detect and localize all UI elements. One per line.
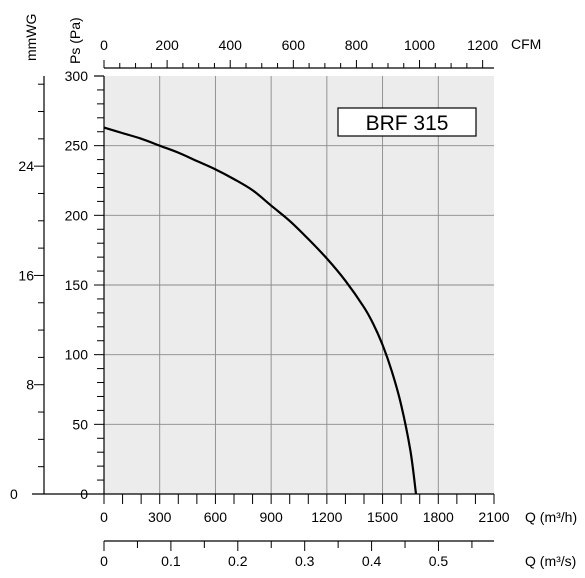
x-bottom-tick-label: 1200 <box>311 509 342 525</box>
x-bottom-tick-label: 1500 <box>367 509 398 525</box>
y-tick-label: 200 <box>65 207 89 223</box>
axis-ticks <box>34 60 495 551</box>
x-top-tick-label: 800 <box>345 37 369 53</box>
y-tick-label: 150 <box>65 277 89 293</box>
x-bottom-tick-label: 300 <box>148 509 172 525</box>
x-bottom-axis-label: Q (m³/h) <box>525 509 577 525</box>
x-bottom2-tick-label: 0.4 <box>362 553 382 569</box>
y-tick-label: 300 <box>65 68 89 84</box>
mmwg-tick-label: 0 <box>10 486 18 502</box>
mmwg-tick-label: 16 <box>18 267 34 283</box>
mmwg-tick-label: 24 <box>18 158 34 174</box>
y-tick-label: 250 <box>65 138 89 154</box>
model-label-box: BRF 315 <box>337 107 477 137</box>
x-top-tick-label: 200 <box>155 37 179 53</box>
x-top-axis-label: CFM <box>511 36 541 52</box>
grid-lines <box>104 76 494 494</box>
x-bottom2-axis-label: Q (m³/s) <box>525 553 576 569</box>
x-top-tick-label: 1200 <box>467 37 498 53</box>
y-tick-label: 0 <box>80 486 88 502</box>
x-top-tick-label: 400 <box>219 37 243 53</box>
x-bottom2-tick-label: 0.3 <box>295 553 315 569</box>
y-axis-label-ps: Ps (Pa) <box>67 17 83 64</box>
x-bottom-tick-label: 0 <box>100 509 108 525</box>
y-axis-label-mmwg: mmWG <box>23 14 39 61</box>
x-bottom-tick-label: 600 <box>204 509 228 525</box>
x-bottom2-tick-label: 0.1 <box>161 553 181 569</box>
x-top-tick-label: 600 <box>282 37 306 53</box>
performance-curve <box>103 126 418 495</box>
mmwg-tick-label: 8 <box>26 377 34 393</box>
x-bottom2-tick-label: 0.5 <box>429 553 449 569</box>
x-bottom-tick-label: 900 <box>259 509 283 525</box>
y-tick-label: 50 <box>72 416 88 432</box>
x-bottom-tick-label: 2100 <box>478 509 509 525</box>
tick-labels: 0 50 100 150 200 250 300 0 8 16 24 0 300 600 900 1200 15… <box>10 37 510 569</box>
x-bottom2-tick-label: 0.2 <box>228 553 248 569</box>
y-tick-label: 100 <box>65 347 89 363</box>
x-bottom2-tick-label: 0 <box>100 553 108 569</box>
x-bottom-tick-label: 1800 <box>423 509 454 525</box>
x-top-tick-label: 1000 <box>404 37 435 53</box>
model-label: BRF 315 <box>366 112 449 135</box>
x-top-tick-label: 0 <box>100 37 108 53</box>
